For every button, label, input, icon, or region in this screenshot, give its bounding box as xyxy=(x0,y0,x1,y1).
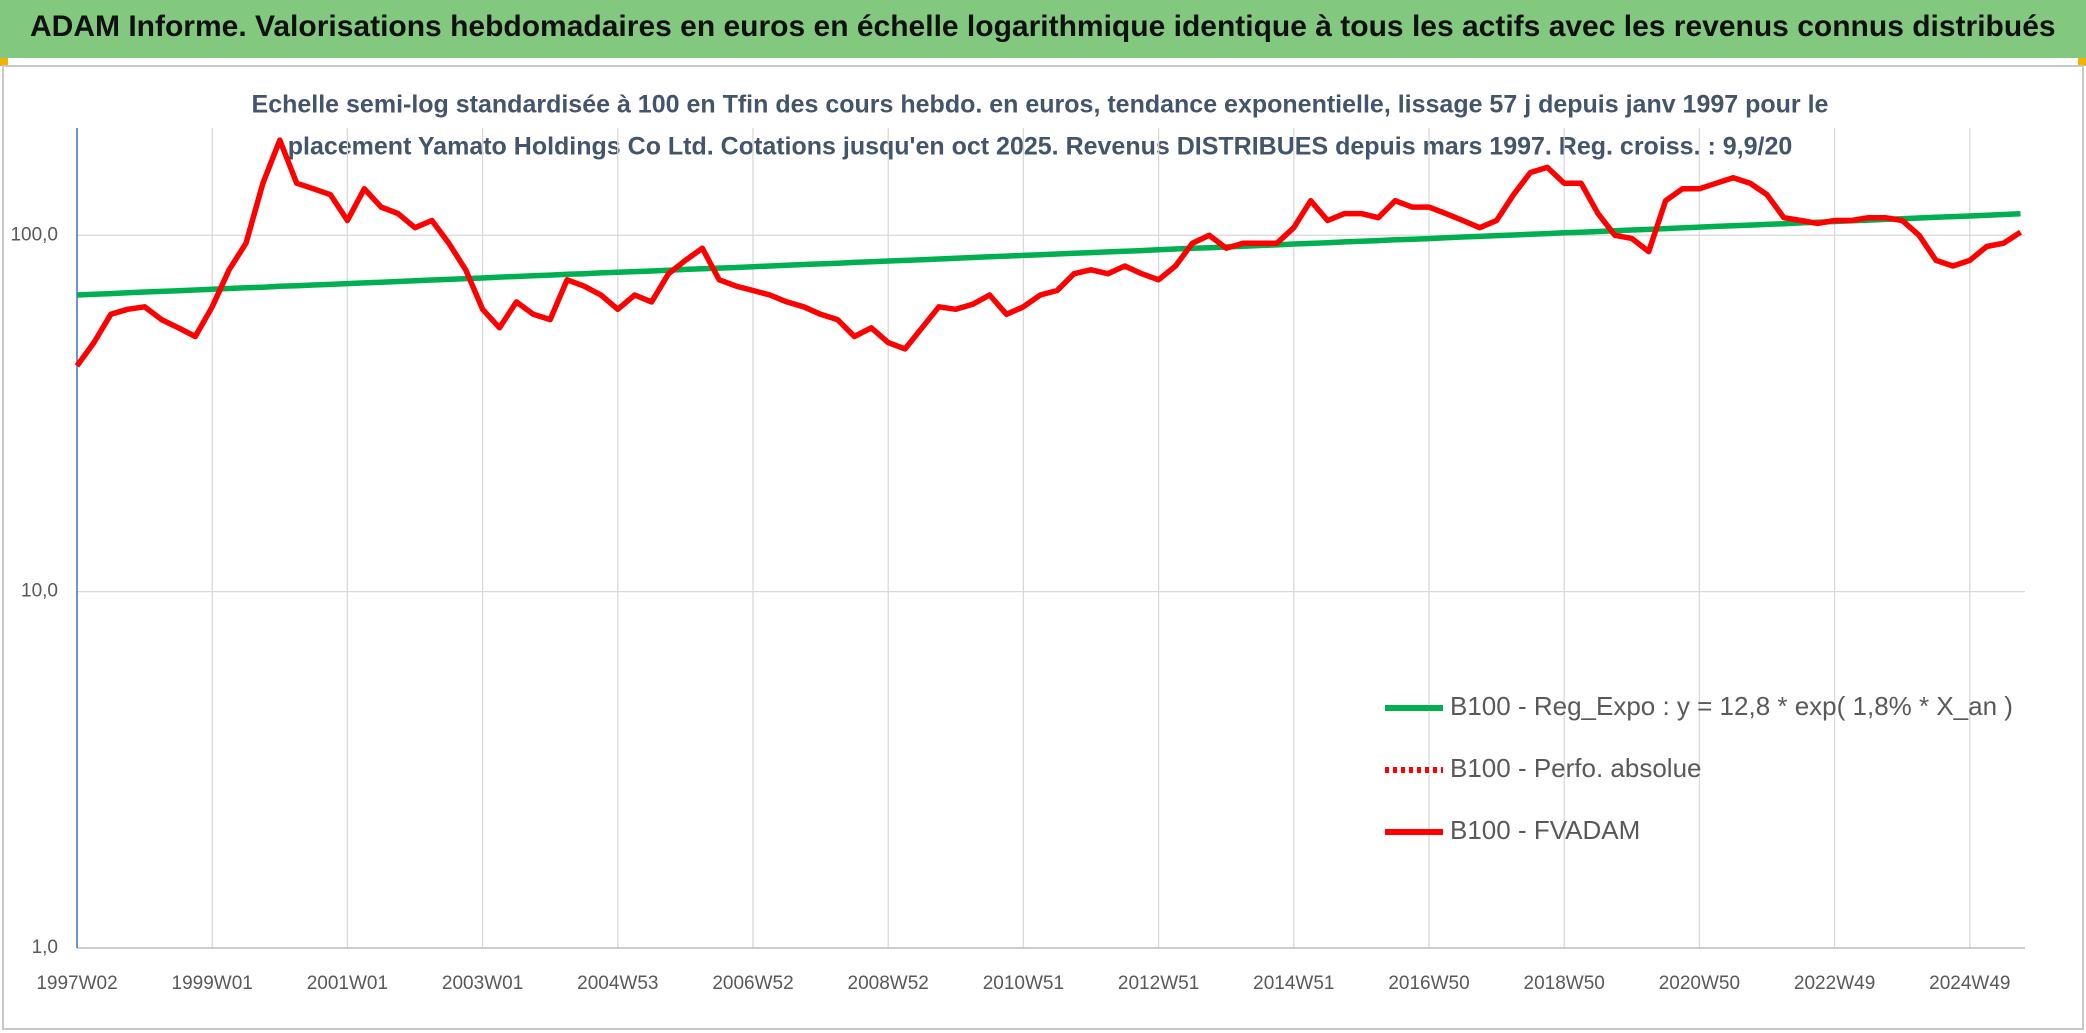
x-tick-label: 2010W51 xyxy=(983,973,1064,994)
header-bar: ADAM Informe. Valorisations hebdomadaire… xyxy=(0,0,2086,58)
chart-frame xyxy=(2,65,2084,1030)
x-tick-label: 2024W49 xyxy=(1929,973,2010,994)
x-tick-label: 2022W49 xyxy=(1794,973,1875,994)
header-title: ADAM Informe. Valorisations hebdomadaire… xyxy=(30,10,2056,43)
chart-title: placement Yamato Holdings Co Ltd. Cotati… xyxy=(288,133,1793,161)
corner-mark xyxy=(0,58,8,66)
legend-label: B100 - Reg_Expo : y = 12,8 * exp( 1,8% *… xyxy=(1450,691,2013,721)
series-line xyxy=(74,137,2023,368)
chart-title: Echelle semi-log standardisée à 100 en T… xyxy=(252,91,1829,119)
series-line xyxy=(76,211,2021,298)
x-tick-label: 2014W51 xyxy=(1253,973,1334,994)
x-tick-label: 2006W52 xyxy=(712,973,793,994)
x-tick-label: 2008W52 xyxy=(848,973,929,994)
x-tick-label: 2012W51 xyxy=(1118,973,1199,994)
x-tick-label: 2004W53 xyxy=(577,973,658,994)
corner-mark xyxy=(2078,58,2086,66)
legend-label: B100 - FVADAM xyxy=(1450,815,1640,845)
x-tick-label: 2016W50 xyxy=(1388,973,1469,994)
x-tick-label: 1997W02 xyxy=(36,973,117,994)
x-tick-label: 2020W50 xyxy=(1659,973,1740,994)
x-tick-label: 2018W50 xyxy=(1524,973,1605,994)
x-tick-label: 2001W01 xyxy=(307,973,388,994)
x-tick-label: 1999W01 xyxy=(172,973,253,994)
y-tick-label: 1,0 xyxy=(32,937,58,958)
legend-label: B100 - Perfo. absolue xyxy=(1450,753,1702,783)
y-tick-label: 100,0 xyxy=(10,224,58,245)
y-tick-label: 10,0 xyxy=(21,581,58,602)
x-tick-label: 2003W01 xyxy=(442,973,523,994)
